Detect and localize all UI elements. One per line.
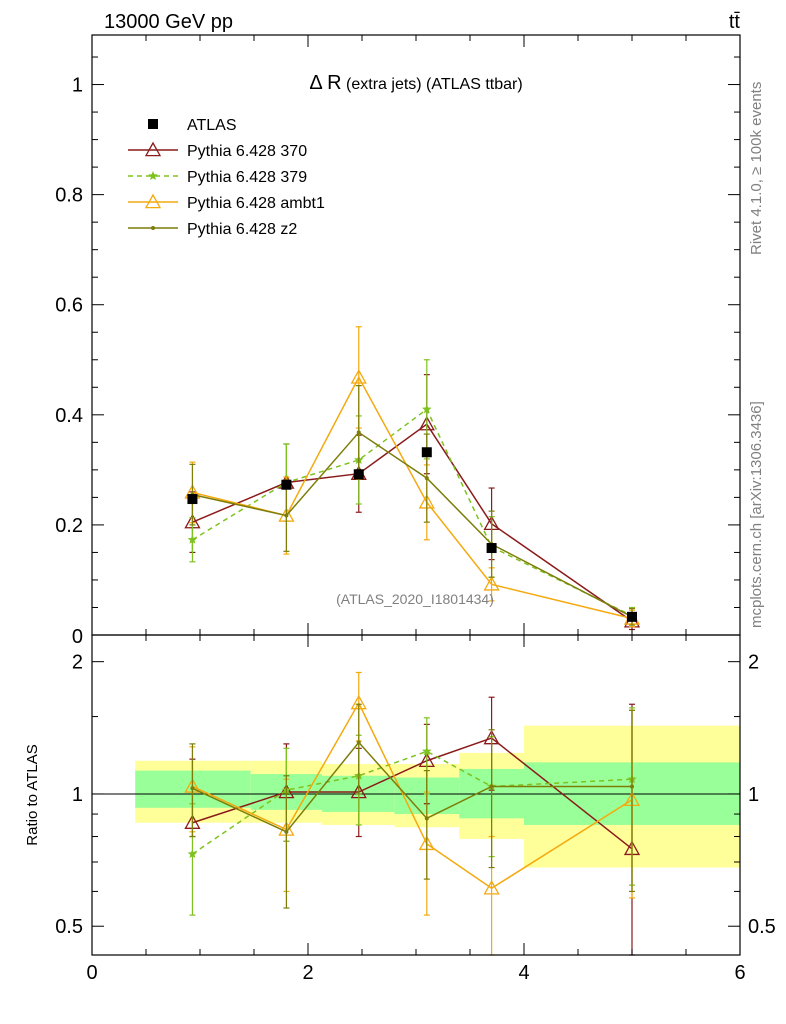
data-point-ratio [187, 849, 198, 858]
atlas-data-point [627, 611, 637, 622]
series-line-ratio [192, 750, 633, 855]
atlas-data-point [187, 494, 198, 505]
legend-marker [148, 119, 158, 129]
series-line-ratio [192, 701, 633, 890]
legend-label: Pythia 6.428 z2 [187, 221, 297, 238]
mcplots-side-label: mcplots.cern.ch [arXiv:1306.3436] [748, 401, 765, 628]
ratio-y-tick-label-right: 2 [748, 652, 759, 674]
series-pythia-6-428-370 [184, 374, 641, 956]
legend-label: Pythia 6.428 370 [187, 143, 307, 160]
data-point-main [187, 534, 198, 544]
legend-label: Pythia 6.428 379 [187, 169, 307, 186]
series-layer [184, 326, 641, 956]
chart-title-rest: (extra jets) (ATLAS ttbar) [342, 76, 523, 93]
series-pythia-6-428-z2 [189, 385, 635, 909]
series-line-main [192, 431, 633, 618]
ratio-y-tick-label: 0.5 [55, 916, 83, 938]
data-point-ratio [356, 740, 361, 745]
y-tick-label: 0.6 [55, 295, 83, 317]
rivet-side-label: Rivet 4.1.0, ≥ 100k events [748, 82, 765, 255]
legend-marker [151, 226, 155, 230]
series-line-main [192, 423, 633, 622]
data-point-ratio [483, 879, 500, 895]
data-point-ratio [630, 784, 634, 789]
y-tick-label: 0.8 [55, 185, 83, 207]
legend: ATLAS Pythia 6.428 370 Pythia 6.428 379 Pyt… [128, 117, 325, 238]
data-point-ratio [190, 786, 195, 791]
series-line-main [192, 408, 633, 617]
ratio-y-tick-label-right: 1 [748, 784, 759, 806]
ratio-y-tick-label-right: 0.5 [748, 916, 776, 938]
chart-title-symbol: Δ R [309, 72, 341, 94]
data-point-ratio [284, 829, 289, 834]
ratio-plot-frame [91, 634, 741, 956]
x-tick-label: 0 [86, 962, 97, 984]
y-tick-label: 0.2 [55, 515, 83, 537]
atlas-data-point [281, 479, 292, 490]
data-point-main [483, 576, 500, 591]
series-line-ratio [192, 741, 632, 833]
data-point-main [284, 513, 289, 518]
legend-label: ATLAS [187, 117, 237, 134]
atlas-data-point [486, 543, 497, 554]
x-tick-label: 2 [302, 962, 313, 984]
atlas-data-point [353, 469, 364, 480]
energy-label: 13000 GeV pp [104, 11, 233, 33]
legend-label: Pythia 6.428 ambt1 [187, 195, 325, 212]
data-point-main [356, 430, 361, 435]
data-point-ratio [422, 746, 432, 756]
data-point-ratio [424, 816, 429, 821]
legend-marker [148, 171, 158, 180]
atlas-data-point [421, 447, 432, 458]
chart-title: Δ R (extra jets) (ATLAS ttbar) [309, 72, 522, 94]
data-point-main [350, 369, 367, 384]
process-label: tt̄ [729, 11, 741, 33]
data-point-main [424, 476, 429, 481]
x-tick-label: 6 [734, 962, 745, 984]
legend-marker [144, 141, 162, 157]
series-atlas [187, 447, 637, 622]
analysis-watermark: (ATLAS_2020_I1801434) [336, 591, 494, 607]
ratio-y-tick-label: 2 [72, 652, 83, 674]
y-tick-label: 1 [72, 75, 83, 97]
data-point-ratio [489, 784, 494, 789]
y-tick-label-zero: 0 [72, 626, 83, 648]
ratio-y-axis-label: Ratio to ATLAS [24, 744, 41, 845]
ratio-y-tick-label: 1 [72, 784, 83, 806]
x-tick-label: 4 [518, 962, 529, 984]
data-point-main [422, 404, 432, 414]
y-tick-label: 0.4 [55, 405, 83, 427]
legend-marker [144, 193, 162, 209]
series-line-ratio [192, 737, 633, 850]
axis-ticks: 0 2 4 6 0.2 0.4 0.6 0.8 1 0 0.5 0.5 1 1 2 2 [55, 35, 776, 984]
ratio-uncertainty-band [135, 725, 740, 868]
